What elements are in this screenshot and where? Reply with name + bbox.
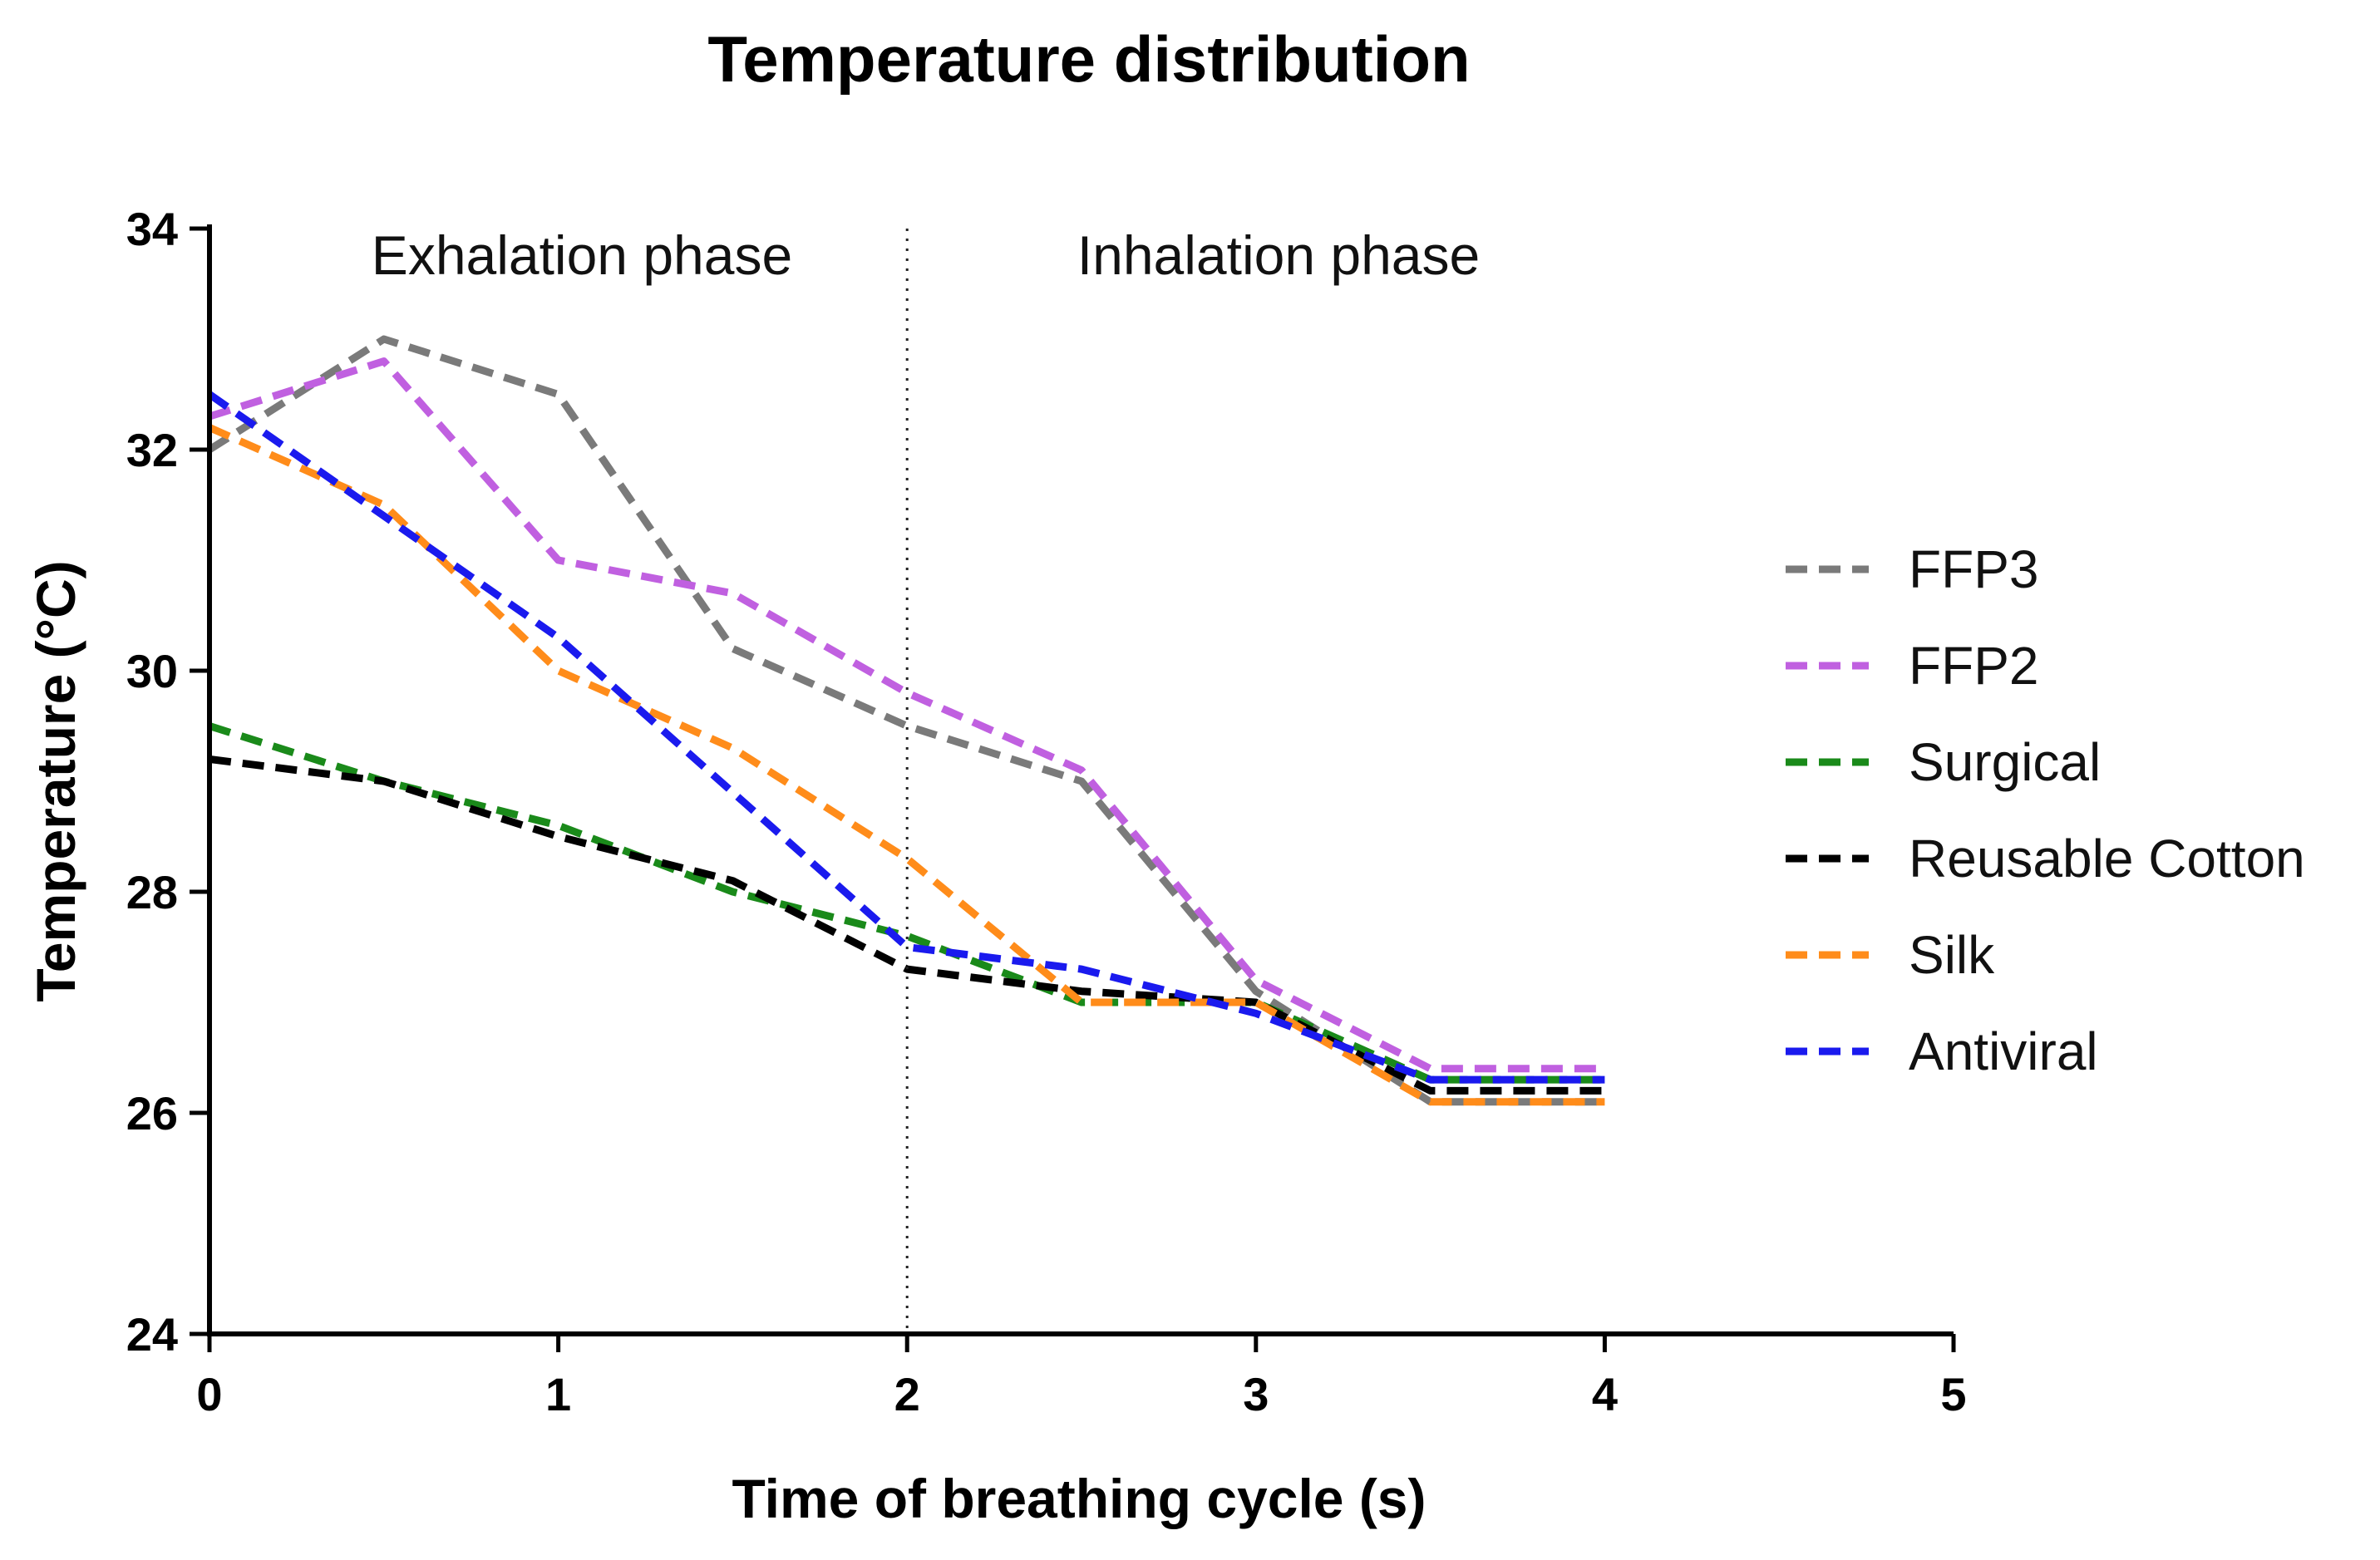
y-tick-label: 32 bbox=[126, 424, 178, 476]
legend-label: Antiviral bbox=[1909, 1021, 2098, 1081]
x-tick-label: 0 bbox=[196, 1368, 222, 1420]
y-tick-label: 24 bbox=[126, 1308, 178, 1361]
plot-lines bbox=[207, 335, 1605, 1106]
legend-item-silk: Silk bbox=[1786, 925, 1995, 985]
legend-label: Surgical bbox=[1909, 732, 2101, 792]
y-ticks: 24 26 28 30 32 34 bbox=[126, 203, 209, 1361]
series-line-antiviral bbox=[207, 391, 1605, 1084]
legend: FFP3 FFP2 Surgical Reusable Cotton Silk Antiv… bbox=[1786, 539, 2305, 1081]
y-tick-label: 28 bbox=[126, 866, 178, 918]
legend-item-ffp3: FFP3 bbox=[1786, 539, 2038, 599]
annotation-exhalation: Exhalation phase bbox=[372, 224, 792, 286]
x-tick-label: 3 bbox=[1243, 1368, 1269, 1420]
y-tick-label: 30 bbox=[126, 645, 178, 697]
chart-title: Temperature distribution bbox=[707, 22, 1470, 96]
x-tick-label: 5 bbox=[1940, 1368, 1966, 1420]
y-axis-title: Temperature (°C) bbox=[25, 560, 86, 1001]
legend-item-ffp2: FFP2 bbox=[1786, 636, 2038, 696]
y-tick-label: 26 bbox=[126, 1087, 178, 1139]
legend-label: Silk bbox=[1909, 925, 1995, 985]
y-tick-label: 34 bbox=[126, 203, 178, 255]
annotation-inhalation: Inhalation phase bbox=[1077, 224, 1480, 286]
series-line-ffp2 bbox=[208, 357, 1605, 1073]
x-tick-label: 1 bbox=[545, 1368, 571, 1420]
legend-label: FFP2 bbox=[1909, 636, 2038, 696]
x-tick-label: 2 bbox=[894, 1368, 920, 1420]
legend-label: Reusable Cotton bbox=[1909, 829, 2305, 888]
x-ticks: 0 1 2 3 4 5 bbox=[196, 1334, 1967, 1420]
x-tick-label: 4 bbox=[1592, 1368, 1618, 1420]
x-axis-title: Time of breathing cycle (s) bbox=[732, 1468, 1427, 1529]
legend-item-antiviral: Antiviral bbox=[1786, 1021, 2098, 1081]
legend-item-reusable-cotton: Reusable Cotton bbox=[1786, 829, 2305, 888]
axes bbox=[207, 224, 1954, 1336]
legend-label: FFP3 bbox=[1909, 539, 2038, 599]
legend-item-surgical: Surgical bbox=[1786, 732, 2101, 792]
